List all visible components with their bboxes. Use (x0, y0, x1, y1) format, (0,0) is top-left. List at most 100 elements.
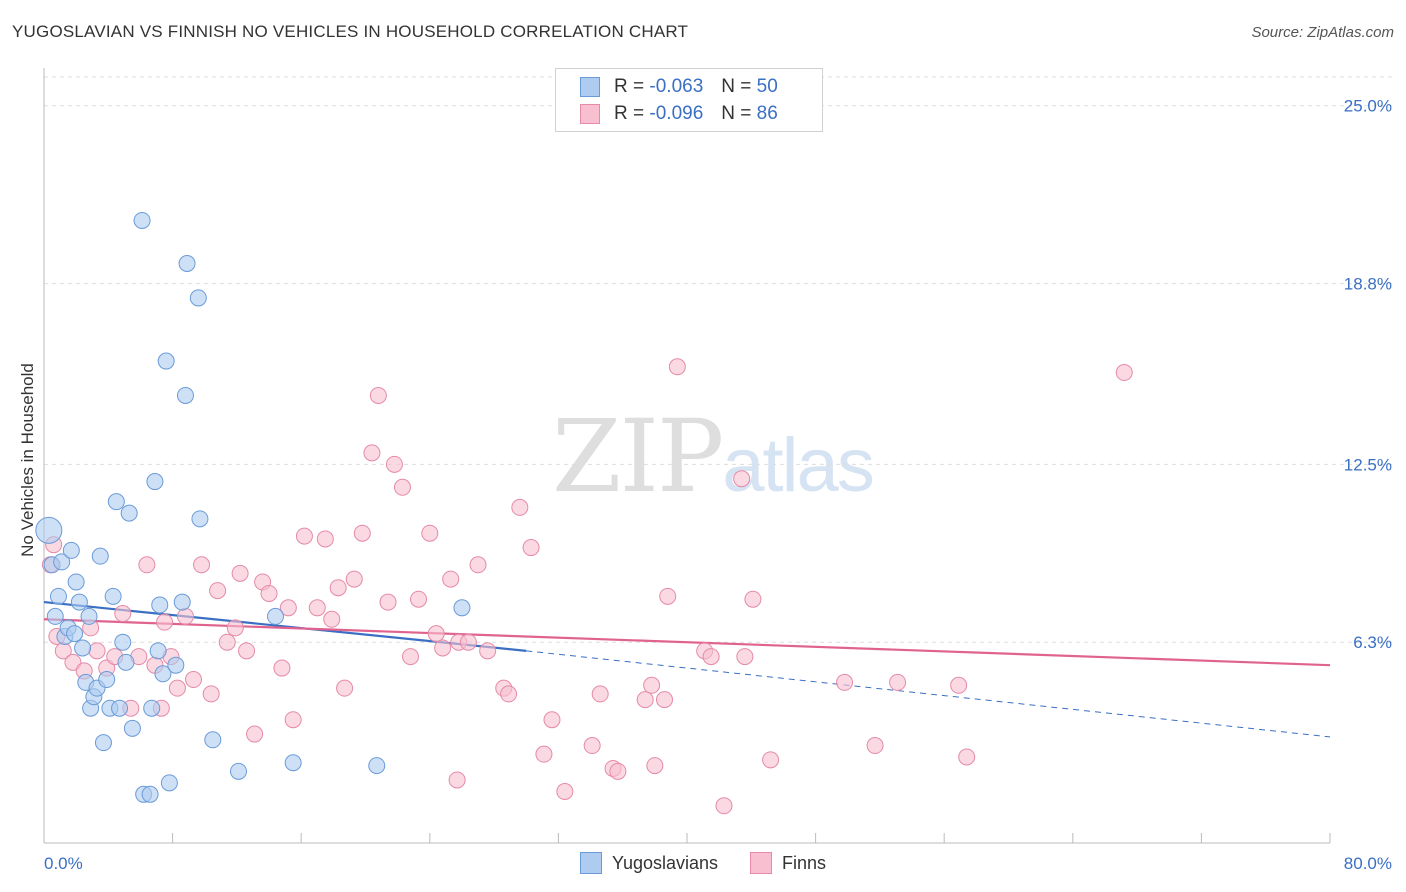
finn-point (218, 633, 236, 651)
legend-row-yugoslavians: R = -0.063 N = 50 (580, 74, 778, 100)
yugoslavian-point (80, 607, 98, 625)
finn-point (345, 570, 363, 588)
finn-point (316, 530, 334, 548)
finn-point (702, 648, 720, 666)
legend-label: Yugoslavians (611, 852, 719, 873)
legend-swatch-blue (579, 852, 602, 874)
finn-point (393, 478, 411, 496)
finn-point (273, 659, 291, 677)
yugoslavian-point (111, 699, 129, 717)
finn-point (459, 633, 477, 651)
finn-point (762, 751, 780, 769)
yugoslavian-point (46, 607, 64, 625)
finn-point (715, 797, 733, 815)
yugoslavian-point (133, 211, 151, 229)
yugoslavian-point (120, 504, 138, 522)
yugoslavian-point (62, 541, 80, 559)
finn-trend-line (43, 618, 1331, 667)
finn-point (114, 605, 132, 623)
correlation-legend: R = -0.063 N = 50 R = -0.096 N = 86 (555, 68, 823, 132)
legend-item-yugoslavians: Yugoslavians (579, 852, 719, 874)
finn-point (636, 691, 654, 709)
finn-point (279, 599, 297, 617)
yugoslavian-point (167, 656, 185, 674)
legend-n-value: 86 (756, 103, 778, 124)
finn-point (369, 386, 387, 404)
yugoslavian-point (66, 625, 84, 643)
finn-point (329, 579, 347, 597)
finn-point (609, 762, 627, 780)
legend-r-label: R = (614, 76, 645, 97)
yugoslavian-point (114, 633, 132, 651)
legend-n-label: N = (721, 76, 752, 97)
finn-point (643, 676, 661, 694)
yugoslavian-point (143, 699, 161, 717)
legend-r-value: -0.096 (649, 103, 704, 124)
yugoslavian-point (94, 734, 112, 752)
finn-point (385, 455, 403, 473)
finn-point (88, 642, 106, 660)
finn-point (238, 642, 256, 660)
yugoslavian-point (117, 653, 135, 671)
finn-point (202, 685, 220, 703)
legend-swatch-pink (750, 852, 773, 874)
tick-labels: 6.3% 12.5% 18.8% 25.0% 0.0% 80.0% (44, 97, 1392, 873)
finn-point (308, 599, 326, 617)
data-points (35, 211, 1133, 815)
legend-n-label: N = (721, 103, 752, 124)
legend-r-value: -0.063 (649, 76, 704, 97)
finn-point (836, 673, 854, 691)
y-tick-label: 18.8% (1344, 275, 1392, 294)
yugoslavian-point (141, 785, 159, 803)
legend-item-finns: Finns (750, 852, 826, 874)
finn-point (591, 685, 609, 703)
legend-swatch-pink (580, 104, 600, 124)
y-tick-label: 25.0% (1344, 97, 1392, 116)
yugoslavian-point (157, 352, 175, 370)
yugoslavian-point (191, 510, 209, 528)
finn-point (511, 498, 529, 516)
finn-point (64, 653, 82, 671)
finn-point (284, 711, 302, 729)
finn-point (659, 587, 677, 605)
legend-swatch-blue (580, 77, 600, 97)
finn-point (736, 648, 754, 666)
finn-point (646, 757, 664, 775)
yugoslavian-point (91, 547, 109, 565)
yugoslavian-point (74, 639, 92, 657)
finn-point (184, 671, 202, 689)
finn-point (889, 673, 907, 691)
finn-point (733, 470, 751, 488)
finn-point (950, 676, 968, 694)
finn-point (655, 691, 673, 709)
finn-point (427, 625, 445, 643)
yugoslavian-point (123, 719, 141, 737)
finn-point (323, 610, 341, 628)
finn-point (209, 582, 227, 600)
yugoslavian-point (154, 665, 172, 683)
finn-point (442, 570, 460, 588)
yugoslavian-point (49, 587, 67, 605)
finn-point (168, 679, 186, 697)
finn-point (744, 590, 762, 608)
finn-point (556, 782, 574, 800)
finn-point (336, 679, 354, 697)
gridlines (44, 76, 1392, 643)
yugoslavian-point (204, 731, 222, 749)
yugoslavian-point (149, 642, 167, 660)
finn-point (138, 556, 156, 574)
finn-point (866, 737, 884, 755)
yugoslavian-point (368, 757, 386, 775)
finn-point (500, 685, 518, 703)
yugoslavian-point (53, 553, 71, 571)
yugoslavian-trend-extension (526, 650, 1331, 738)
finn-point (434, 639, 452, 657)
finn-point (583, 737, 601, 755)
finn-point (402, 648, 420, 666)
legend-label: Finns (782, 852, 827, 873)
finn-point (668, 358, 686, 376)
finn-point (410, 590, 428, 608)
yugoslavian-point (67, 573, 85, 591)
series-legend: Yugoslavians Finns (0, 852, 1406, 874)
finn-point (176, 607, 194, 625)
